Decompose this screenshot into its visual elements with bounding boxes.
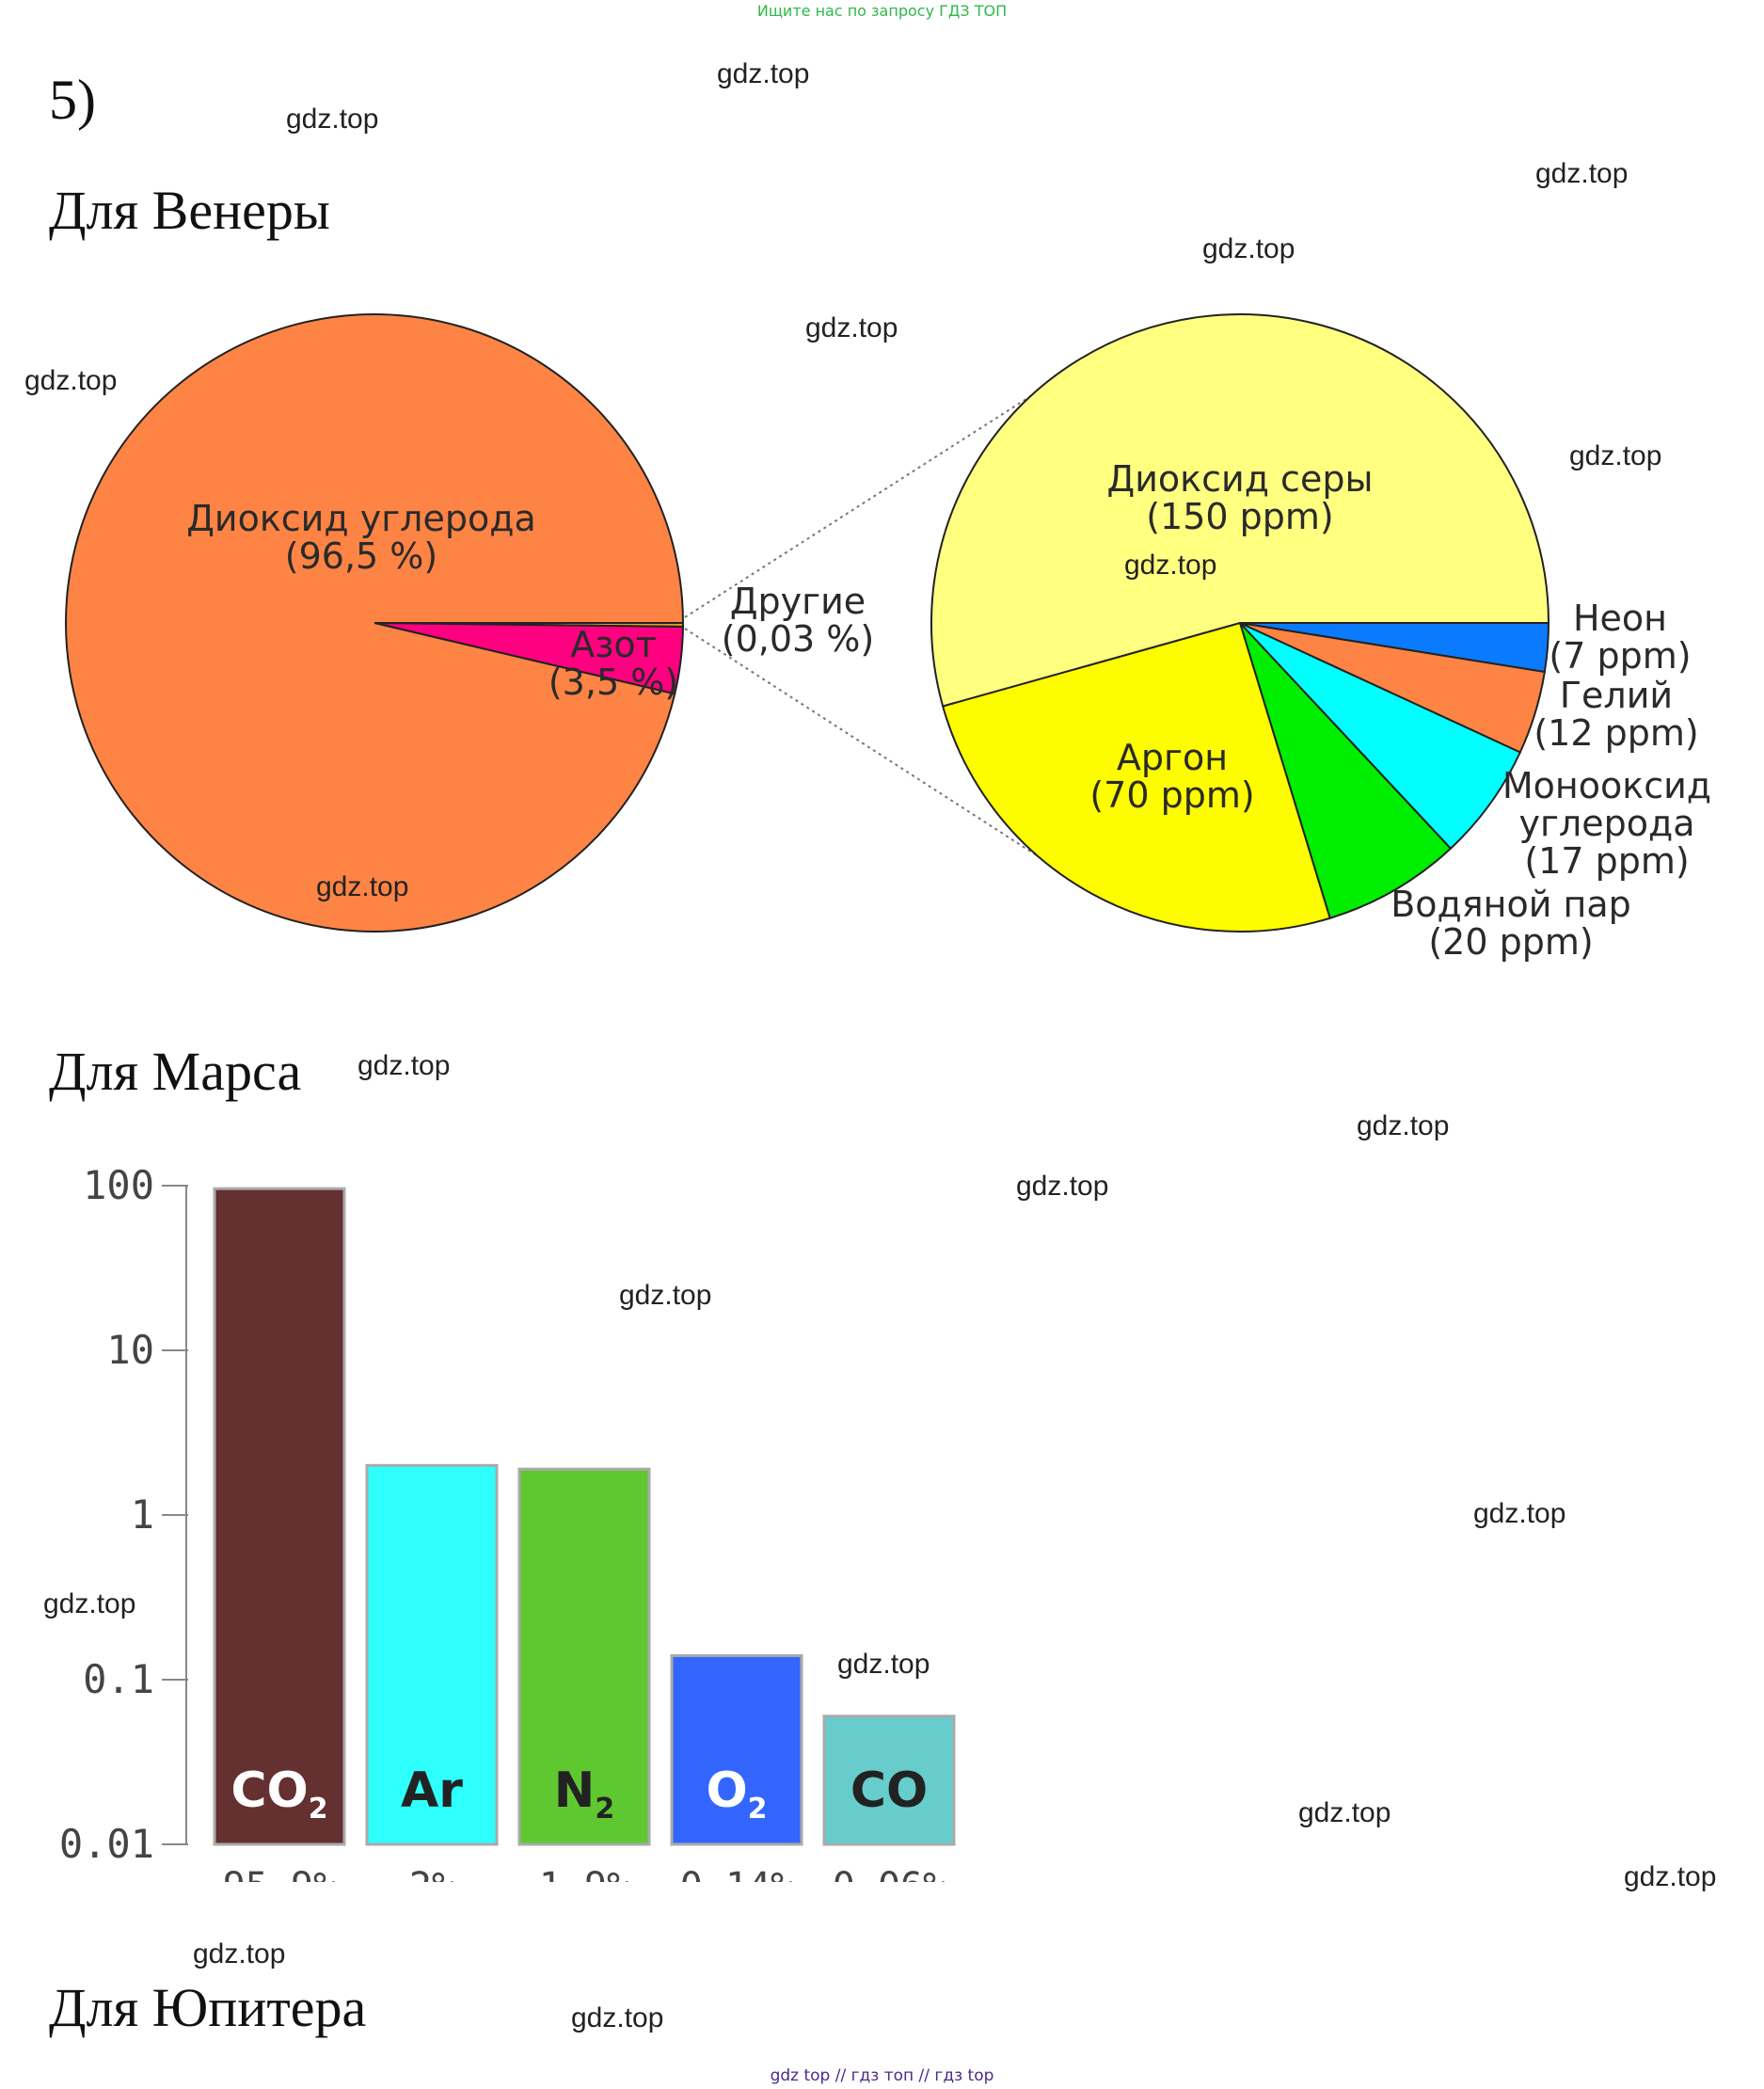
venus-detail-slice-водяной-пар: [1239, 622, 1453, 919]
jupiter-section-title: Для Юпитера: [49, 1977, 367, 2038]
watermark: gdz.top: [43, 1588, 136, 1619]
watermark: gdz.top: [619, 1280, 712, 1311]
watermark: gdz.top: [1016, 1171, 1109, 1202]
watermark: gdz.top: [1357, 1110, 1450, 1141]
venus-main-pie: [65, 313, 685, 933]
venus-detail-label-so2-line: (150 ppm): [1146, 496, 1334, 537]
venus-main-slice-диоксид-углерода: [65, 313, 685, 933]
venus-detail-label-co: Монооксид углерода (17 ppm): [1502, 765, 1711, 882]
venus-detail-slice-аргон: [941, 621, 1331, 933]
venus-main-label-others-line: Другие: [730, 581, 866, 622]
bar-label-co2: CO2: [230, 1762, 327, 1826]
mars-section-title: Для Марса: [49, 1041, 302, 1102]
bar-label-ar: Ar: [401, 1762, 463, 1819]
venus-detail-label-argon: Аргон (70 ppm): [1089, 737, 1254, 816]
mars-labels: CO295.9%Ar2%N21.9%O20.14%CO0.06%: [223, 1762, 946, 1882]
venus-detail-label-water-line: (20 ppm): [1428, 921, 1593, 963]
watermark: gdz.top: [193, 1938, 286, 1969]
venus-main-label-co2: Диоксид углерода (96,5 %): [186, 498, 536, 577]
bar-label-base: CO: [850, 1762, 928, 1819]
venus-main-label-n2: Азот (3,5 %): [548, 624, 678, 703]
venus-leader-lines: [684, 379, 1057, 869]
bar-label-o2: O2: [706, 1762, 767, 1826]
venus-detail-slice-диоксид-серы: [930, 313, 1550, 708]
venus-detail-label-co-line: углерода: [1518, 803, 1694, 844]
bar-value-label-ar: 2%: [409, 1865, 454, 1882]
watermark: gdz.top: [1569, 440, 1662, 471]
bar-label-n2: N2: [554, 1762, 614, 1826]
venus-detail-label-helium-line: (12 ppm): [1534, 712, 1698, 754]
venus-detail-label-argon-line: (70 ppm): [1089, 774, 1254, 816]
venus-detail-label-water-line: Водяной пар: [1391, 884, 1631, 925]
bar-label-base: N: [554, 1762, 596, 1819]
bar-label-subscript: 2: [309, 1793, 328, 1826]
bar-co: [822, 1714, 956, 1846]
venus-section-title: Для Венеры: [49, 180, 330, 241]
watermark: gdz.top: [286, 104, 379, 135]
bar-value-label-o2: 0.14%: [680, 1865, 793, 1882]
venus-detail-label-neon: Неон (7 ppm): [1549, 598, 1691, 677]
watermark: gdz.top: [717, 58, 810, 89]
watermark: gdz.top: [316, 871, 409, 902]
bar-value-label-co: 0.06%: [833, 1865, 946, 1882]
watermark: gdz.top: [837, 1649, 930, 1680]
venus-detail-label-argon-line: Аргон: [1117, 737, 1228, 778]
venus-detail-pie: [930, 313, 1550, 933]
bar-ar: [365, 1463, 499, 1846]
venus-main-label-n2-line: Азот: [570, 624, 657, 665]
venus-detail-label-co-line: Монооксид: [1502, 765, 1711, 806]
bar-label-base: CO: [230, 1762, 308, 1819]
watermark: gdz.top: [1473, 1498, 1566, 1529]
watermark: gdz.top: [1624, 1861, 1717, 1892]
bar-o2: [670, 1653, 803, 1846]
venus-detail-label-neon-line: (7 ppm): [1549, 635, 1691, 677]
leader-line-lower: [684, 628, 1057, 869]
footer: gdz top // гдз топ // гдз top: [770, 2066, 994, 2085]
bar-co2: [213, 1187, 346, 1846]
bar-value-label-n2: 1.9%: [539, 1865, 629, 1882]
venus-main-label-co2-line: (96,5 %): [285, 535, 437, 577]
mars-y-axis: 100 10 1 0.1 0.01: [59, 1162, 188, 1867]
venus-detail-label-water: Водяной пар (20 ppm): [1391, 884, 1631, 963]
watermark: gdz.top: [1124, 550, 1217, 581]
watermark: gdz.top: [1535, 158, 1629, 189]
watermark: gdz.top: [24, 365, 118, 396]
venus-detail-label-helium-line: Гелий: [1560, 675, 1673, 716]
leader-line-upper: [684, 379, 1057, 618]
venus-detail-label-so2-line: Диоксид серы: [1107, 458, 1374, 500]
y-tick-label: 100: [83, 1162, 154, 1208]
bar-value-label-co2: 95.9%: [223, 1865, 336, 1882]
y-tick-label: 1: [131, 1491, 154, 1538]
bar-label-co: CO: [850, 1762, 928, 1819]
watermark: gdz.top: [1202, 233, 1295, 264]
venus-main-label-others-line: (0,03 %): [722, 618, 874, 660]
top-banner: Ищите нас по запросу ГДЗ ТОП: [756, 2, 1008, 20]
venus-detail-label-so2: Диоксид серы (150 ppm): [1107, 458, 1374, 537]
bar-n2: [517, 1467, 651, 1846]
venus-main-label-others: Другие (0,03 %): [722, 581, 874, 660]
bar-label-base: O: [706, 1762, 747, 1819]
y-tick-label: 10: [106, 1327, 154, 1373]
venus-detail-slice-монооксид-углерода: [1239, 622, 1522, 851]
venus-composition-chart: Диоксид углерода (96,5 %)Азот (3,5 %)Други…: [65, 313, 1711, 963]
watermark: gdz.top: [1298, 1797, 1391, 1828]
bar-label-base: Ar: [401, 1762, 463, 1819]
watermark: gdz.top: [805, 312, 898, 343]
venus-main-label-co2-line: Диоксид углерода: [186, 498, 536, 539]
venus-detail-label-helium: Гелий (12 ppm): [1534, 675, 1698, 754]
venus-detail-label-neon-line: Неон: [1573, 598, 1667, 639]
bar-label-subscript: 2: [595, 1793, 614, 1826]
bar-label-subscript: 2: [748, 1793, 768, 1826]
venus-detail-label-co-line: (17 ppm): [1524, 840, 1689, 882]
task-number: 5): [49, 69, 96, 131]
venus-labels: Диоксид углерода (96,5 %)Азот (3,5 %)Други…: [186, 458, 1711, 963]
venus-main-label-n2-line: (3,5 %): [548, 662, 678, 703]
y-tick-label: 0.01: [59, 1821, 154, 1867]
watermark: gdz.top: [571, 2002, 664, 2033]
watermark: gdz.top: [358, 1050, 451, 1081]
mars-bars: [213, 1187, 956, 1846]
y-tick-label: 0.1: [83, 1656, 154, 1702]
